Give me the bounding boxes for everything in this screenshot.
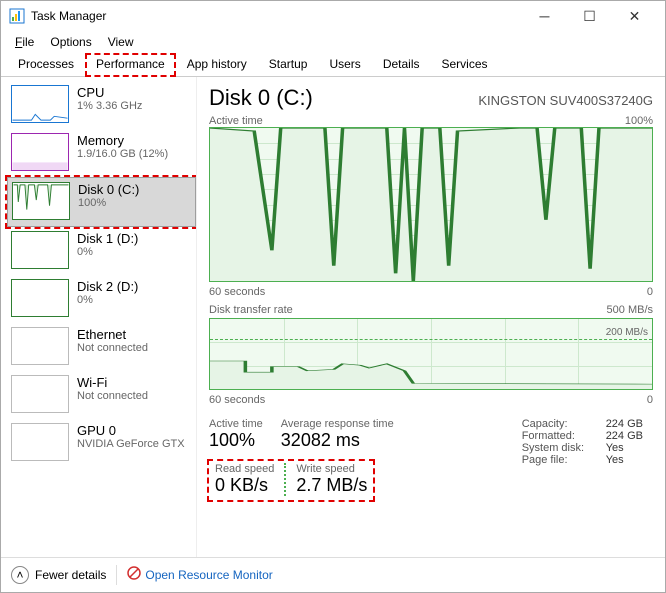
minimize-button[interactable]: ─ — [522, 2, 567, 30]
kv-capacity-k: Capacity: — [522, 418, 600, 430]
stat-avg-resp-label: Average response time — [281, 418, 394, 430]
menu-view[interactable]: View — [100, 33, 142, 51]
sidebar-thumb — [11, 133, 69, 171]
fewer-details-link[interactable]: Fewer details — [35, 568, 106, 582]
sidebar-item-cpu[interactable]: CPU1% 3.36 GHz — [7, 81, 196, 129]
sidebar-item-sub: 0% — [77, 294, 138, 306]
sidebar-item-title: Ethernet — [77, 327, 148, 342]
sidebar-thumb — [11, 327, 69, 365]
sidebar-item-sub: 100% — [78, 197, 139, 209]
stat-write-label: Write speed — [296, 463, 367, 475]
kv-formatted-v: 224 GB — [606, 430, 643, 442]
sidebar-item-wi-fi[interactable]: Wi-FiNot connected — [7, 371, 196, 419]
sidebar-thumb — [11, 85, 69, 123]
close-button[interactable]: ✕ — [612, 2, 657, 30]
chart1-label: Active time — [209, 115, 263, 127]
sidebar-item-disk-1-d-[interactable]: Disk 1 (D:)0% — [7, 227, 196, 275]
stat-read-label: Read speed — [215, 463, 274, 475]
chevron-up-icon[interactable]: ˄ — [11, 566, 29, 584]
sidebar-item-disk-2-d-[interactable]: Disk 2 (D:)0% — [7, 275, 196, 323]
active-time-chart — [209, 127, 653, 282]
kv-formatted-k: Formatted: — [522, 430, 600, 442]
stat-read-value: 0 KB/s — [215, 475, 274, 496]
tab-startup[interactable]: Startup — [258, 53, 319, 77]
tab-performance[interactable]: Performance — [85, 53, 176, 77]
maximize-button[interactable]: ☐ — [567, 2, 612, 30]
sidebar-thumb — [11, 231, 69, 269]
kv-capacity-v: 224 GB — [606, 418, 643, 430]
detail-pane: Disk 0 (C:) KINGSTON SUV400S37240G Activ… — [197, 77, 665, 557]
chart2-ref-label: 200 MB/s — [606, 327, 648, 338]
tab-users[interactable]: Users — [318, 53, 371, 77]
sidebar-item-ethernet[interactable]: EthernetNot connected — [7, 323, 196, 371]
sidebar-item-sub: Not connected — [77, 390, 148, 402]
sidebar-thumb — [11, 375, 69, 413]
transfer-rate-chart: 200 MB/s — [209, 318, 653, 390]
kv-pagefile-k: Page file: — [522, 454, 600, 466]
chart1-xleft: 60 seconds — [209, 286, 265, 298]
tab-services[interactable]: Services — [431, 53, 499, 77]
kv-sysdisk-k: System disk: — [522, 442, 600, 454]
chart2-label: Disk transfer rate — [209, 304, 293, 316]
sidebar-item-sub: NVIDIA GeForce GTX — [77, 438, 185, 450]
resource-monitor-icon — [127, 566, 141, 583]
stat-active-time-value: 100% — [209, 430, 263, 451]
sidebar-item-sub: 0% — [77, 246, 138, 258]
sidebar-item-title: Disk 1 (D:) — [77, 231, 138, 246]
sidebar-item-title: Memory — [77, 133, 168, 148]
sidebar-item-title: Wi-Fi — [77, 375, 148, 390]
sidebar-item-title: GPU 0 — [77, 423, 185, 438]
menu-options[interactable]: Options — [42, 33, 99, 51]
tab-processes[interactable]: Processes — [7, 53, 85, 77]
chart2-xright: 0 — [647, 394, 653, 406]
menubar: File Options View — [1, 31, 665, 53]
tab-strip: ProcessesPerformanceApp historyStartupUs… — [1, 53, 665, 77]
stat-active-time-label: Active time — [209, 418, 263, 430]
chart1-xright: 0 — [647, 286, 653, 298]
menu-file[interactable]: File — [7, 33, 42, 51]
sidebar-item-sub: 1.9/16.0 GB (12%) — [77, 148, 168, 160]
detail-model: KINGSTON SUV400S37240G — [478, 93, 653, 108]
app-icon — [9, 8, 25, 24]
sidebar-thumb — [11, 279, 69, 317]
sidebar-item-sub: Not connected — [77, 342, 148, 354]
sidebar-item-title: Disk 2 (D:) — [77, 279, 138, 294]
stat-avg-resp-value: 32082 ms — [281, 430, 394, 451]
sidebar-item-title: Disk 0 (C:) — [78, 182, 139, 197]
sidebar-item-memory[interactable]: Memory1.9/16.0 GB (12%) — [7, 129, 196, 177]
stat-write-value: 2.7 MB/s — [296, 475, 367, 496]
sidebar-item-disk-0-c-[interactable]: Disk 0 (C:)100% — [7, 177, 196, 227]
tab-app-history[interactable]: App history — [176, 53, 258, 77]
chart2-xleft: 60 seconds — [209, 394, 265, 406]
kv-pagefile-v: Yes — [606, 454, 624, 466]
kv-sysdisk-v: Yes — [606, 442, 624, 454]
sidebar-thumb — [12, 182, 70, 220]
open-resource-monitor-link[interactable]: Open Resource Monitor — [145, 568, 272, 582]
sidebar: CPU1% 3.36 GHzMemory1.9/16.0 GB (12%)Dis… — [1, 77, 197, 557]
sidebar-item-sub: 1% 3.36 GHz — [77, 100, 142, 112]
chart1-max: 100% — [625, 115, 653, 127]
window-title: Task Manager — [31, 9, 522, 23]
tab-details[interactable]: Details — [372, 53, 431, 77]
detail-title: Disk 0 (C:) — [209, 85, 313, 111]
sidebar-item-title: CPU — [77, 85, 142, 100]
sidebar-thumb — [11, 423, 69, 461]
sidebar-item-gpu-0[interactable]: GPU 0NVIDIA GeForce GTX — [7, 419, 196, 467]
chart2-max: 500 MB/s — [607, 304, 653, 316]
